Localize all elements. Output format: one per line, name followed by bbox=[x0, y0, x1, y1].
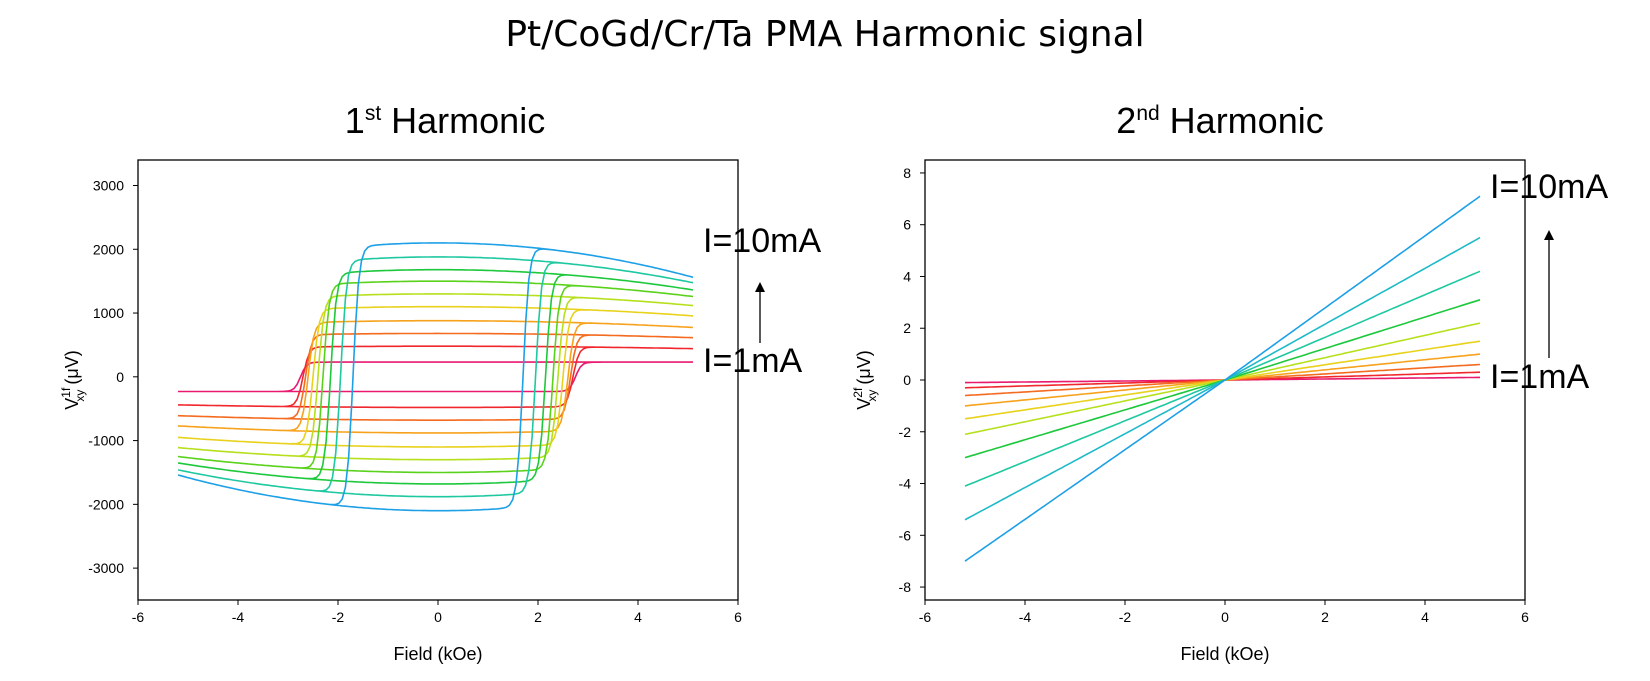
page-title: Pt/CoGd/Cr/Ta PMA Harmonic signal bbox=[505, 14, 1145, 55]
chart-2-title-number: 2 bbox=[1116, 100, 1137, 141]
x-axis-label: Field (kOe) bbox=[393, 644, 482, 664]
x-tick-label: -6 bbox=[919, 609, 932, 625]
x-tick-label: -4 bbox=[1019, 609, 1032, 625]
y-tick-label: -1000 bbox=[88, 433, 124, 449]
x-tick-label: -2 bbox=[1119, 609, 1132, 625]
annotation-bottom: I=1mA bbox=[1490, 358, 1590, 396]
series-group bbox=[964, 195, 1481, 562]
series-line-1mA bbox=[178, 361, 693, 393]
series-line-3mA bbox=[177, 332, 694, 421]
plot-frame bbox=[137, 159, 739, 601]
series-line-10mA bbox=[964, 195, 1481, 562]
y-tick-label: 4 bbox=[903, 268, 911, 284]
series-line-7mA bbox=[177, 280, 694, 474]
y-tick-label: 2 bbox=[903, 320, 911, 336]
y-tick-label: 3000 bbox=[93, 178, 124, 194]
series-line-8mA bbox=[177, 268, 694, 485]
x-tick-label: -6 bbox=[132, 609, 145, 625]
x-axis-label: Field (kOe) bbox=[1180, 644, 1269, 664]
y-tick-label: 6 bbox=[903, 217, 911, 233]
y-tick-label: -2 bbox=[899, 424, 912, 440]
y-tick-label: -3000 bbox=[88, 560, 124, 576]
chart-1: -6 -4 -2 0 2 4 6 -3000 -2000 -1000 0 1000 2000 3000 Fi… bbox=[59, 159, 821, 664]
y-tick-label: -4 bbox=[899, 476, 912, 492]
x-tick-label: 0 bbox=[1221, 609, 1229, 625]
x-tick-label: 2 bbox=[534, 609, 542, 625]
y-axis-label: V2fxy (μV) bbox=[851, 350, 879, 409]
annotation-bottom: I=1mA bbox=[703, 342, 803, 380]
y-tick-label: -6 bbox=[899, 527, 912, 543]
y-axis-label: V1fxy (μV) bbox=[59, 350, 87, 409]
series-line-4mA bbox=[177, 319, 694, 434]
y-tick-label: -8 bbox=[899, 579, 912, 595]
chart-2-title: 2nd Harmonic bbox=[970, 100, 1470, 142]
y-tick-label: 8 bbox=[903, 165, 911, 181]
arrow-up-icon bbox=[1544, 230, 1554, 240]
chart-1-title-text: Harmonic bbox=[381, 100, 546, 141]
annotation-top: I=10mA bbox=[1490, 168, 1608, 206]
series-line-2mA bbox=[178, 345, 694, 409]
series-line-10mA bbox=[177, 242, 694, 512]
series-group bbox=[177, 242, 694, 512]
y-tick-label: 1000 bbox=[93, 305, 124, 321]
series-line-6mA bbox=[177, 293, 694, 461]
x-tick-label: 0 bbox=[434, 609, 442, 625]
chart-1-title: 1st Harmonic bbox=[195, 100, 695, 142]
y-tick-label: 0 bbox=[903, 372, 911, 388]
chart-2-title-text: Harmonic bbox=[1159, 100, 1324, 141]
series-line-5mA bbox=[177, 305, 694, 448]
chart-1-title-ordinal: st bbox=[364, 102, 382, 125]
x-tick-label: 6 bbox=[1521, 609, 1529, 625]
x-tick-label: 4 bbox=[1421, 609, 1429, 625]
x-tick-label: 2 bbox=[1321, 609, 1329, 625]
y-tick-label: 0 bbox=[116, 369, 124, 385]
chart-2: -6 -4 -2 0 2 4 6 -8 -6 -4 -2 0 2 4 6 8 Field (kOe) V2fxy … bbox=[851, 159, 1608, 664]
x-tick-label: 4 bbox=[634, 609, 642, 625]
x-tick-label: -4 bbox=[232, 609, 245, 625]
annotation-top: I=10mA bbox=[703, 222, 821, 260]
chart-1-title-number: 1 bbox=[344, 100, 365, 141]
arrow-up-icon bbox=[755, 282, 765, 292]
y-tick-label: 2000 bbox=[93, 241, 124, 257]
chart-2-title-ordinal: nd bbox=[1136, 102, 1160, 125]
y-tick-label: -2000 bbox=[88, 496, 124, 512]
x-tick-label: -2 bbox=[332, 609, 345, 625]
series-line-9mA bbox=[177, 256, 694, 498]
x-tick-label: 6 bbox=[734, 609, 742, 625]
